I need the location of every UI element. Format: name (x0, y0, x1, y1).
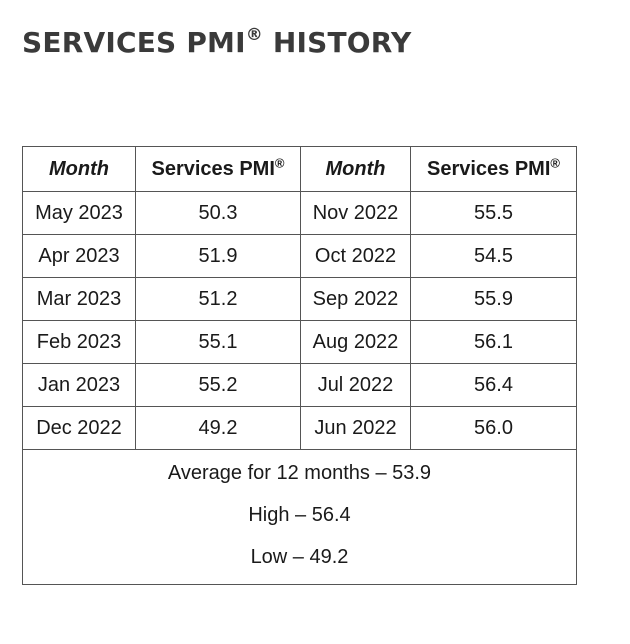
pmi-value-cell: 56.0 (410, 406, 577, 450)
registered-mark: ® (274, 154, 285, 170)
month-cell: Jul 2022 (300, 363, 411, 407)
table-row: Feb 2023 55.1 Aug 2022 56.1 (22, 320, 577, 364)
pmi-column-header: Services PMI® (135, 146, 301, 192)
table-row: Mar 2023 51.2 Sep 2022 55.9 (22, 277, 577, 321)
pmi-value-cell: 55.1 (135, 320, 301, 364)
table-row: May 2023 50.3 Nov 2022 55.5 (22, 191, 577, 235)
pmi-value-cell: 49.2 (135, 406, 301, 450)
month-cell: Apr 2023 (22, 234, 136, 278)
pmi-column-header-label: Services PMI (151, 157, 275, 180)
summary-cell: Average for 12 months – 53.9 High – 56.4… (22, 449, 577, 585)
month-cell: Jun 2022 (300, 406, 411, 450)
summary-row: Average for 12 months – 53.9 High – 56.4… (22, 449, 577, 585)
table-row: Apr 2023 51.9 Oct 2022 54.5 (22, 234, 577, 278)
high-summary: High – 56.4 (248, 504, 351, 526)
month-cell: Mar 2023 (22, 277, 136, 321)
pmi-value-cell: 55.9 (410, 277, 577, 321)
pmi-value-cell: 56.4 (410, 363, 577, 407)
pmi-column-header: Services PMI® (410, 146, 577, 192)
pmi-history-table: Month Services PMI® Month Services PMI® … (22, 146, 577, 585)
month-column-header: Month (22, 146, 136, 192)
pmi-column-header-label: Services PMI (426, 157, 551, 180)
month-cell: Sep 2022 (300, 277, 411, 321)
pmi-value-cell: 51.2 (135, 277, 301, 321)
month-cell: Dec 2022 (22, 406, 136, 450)
registered-mark: ® (550, 154, 560, 170)
pmi-value-cell: 55.2 (135, 363, 301, 407)
page-title: SERVICES PMI® HISTORY (22, 26, 412, 59)
registered-mark: ® (245, 24, 263, 45)
pmi-value-cell: 55.5 (410, 191, 577, 235)
month-cell: Nov 2022 (300, 191, 411, 235)
page-title-suffix: HISTORY (262, 26, 412, 59)
table-header-row: Month Services PMI® Month Services PMI® (22, 146, 577, 192)
table-row: Jan 2023 55.2 Jul 2022 56.4 (22, 363, 577, 407)
month-cell: Feb 2023 (22, 320, 136, 364)
page-title-text: SERVICES PMI (22, 26, 246, 59)
pmi-value-cell: 54.5 (410, 234, 577, 278)
pmi-value-cell: 51.9 (135, 234, 301, 278)
low-summary: Low – 49.2 (250, 546, 349, 568)
month-column-header: Month (300, 146, 411, 192)
month-cell: Oct 2022 (300, 234, 411, 278)
table-row: Dec 2022 49.2 Jun 2022 56.0 (22, 406, 577, 450)
pmi-value-cell: 56.1 (410, 320, 577, 364)
month-cell: Jan 2023 (22, 363, 136, 407)
pmi-value-cell: 50.3 (135, 191, 301, 235)
month-cell: Aug 2022 (300, 320, 411, 364)
average-summary: Average for 12 months – 53.9 (167, 462, 432, 484)
month-cell: May 2023 (22, 191, 136, 235)
